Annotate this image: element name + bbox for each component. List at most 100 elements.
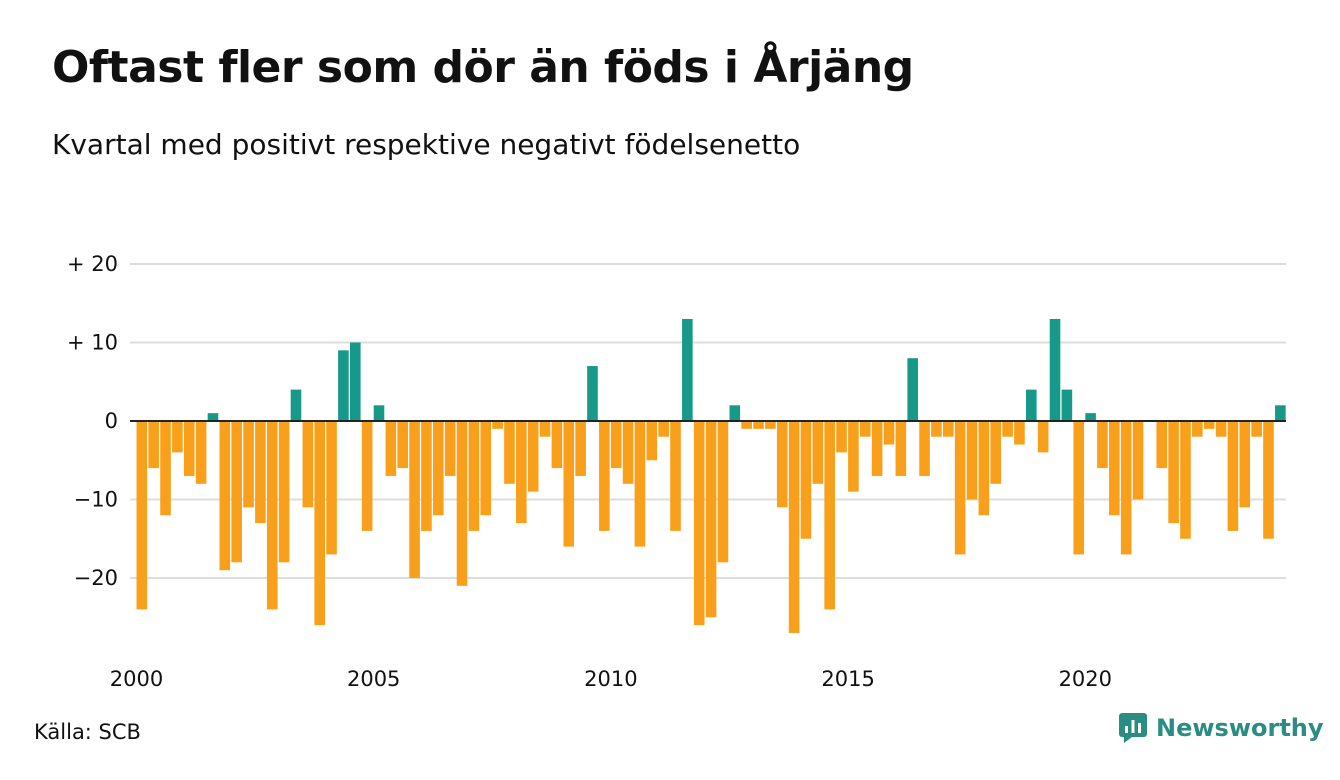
- bar: [385, 421, 397, 476]
- bar: [456, 421, 468, 586]
- bar: [812, 421, 824, 484]
- bar: [599, 421, 610, 531]
- bar: [1085, 413, 1096, 421]
- x-tick-label: 2020: [1059, 667, 1112, 691]
- bar: [1203, 421, 1215, 429]
- bar: [1026, 389, 1037, 421]
- bar: [207, 413, 219, 421]
- bar: [551, 421, 563, 469]
- bar: [219, 421, 231, 571]
- bar: [1073, 421, 1085, 555]
- bar: [231, 421, 242, 563]
- bar: [966, 421, 978, 500]
- bar: [575, 421, 586, 476]
- bar: [160, 421, 171, 516]
- bar: [919, 421, 930, 476]
- y-tick-label: + 20: [67, 252, 118, 276]
- x-tick-label: 2015: [821, 667, 874, 691]
- bar: [1109, 421, 1120, 516]
- bar: [800, 421, 812, 539]
- bar: [658, 421, 669, 437]
- bar: [338, 350, 349, 421]
- bar: [148, 421, 159, 469]
- bar: [1251, 421, 1262, 437]
- bar: [539, 421, 551, 437]
- bar: [314, 421, 325, 626]
- bar: [978, 421, 990, 516]
- bar: [634, 421, 646, 547]
- bar: [468, 421, 480, 531]
- bar: [1014, 421, 1025, 445]
- y-tick-label: −10: [74, 488, 118, 512]
- bar: [859, 421, 871, 437]
- newsworthy-logo-icon: [1119, 713, 1147, 743]
- bar: [255, 421, 266, 524]
- bar: [527, 421, 539, 492]
- bar: [907, 358, 918, 421]
- bar: [717, 421, 729, 563]
- y-tick-label: + 10: [67, 331, 118, 355]
- bar: [421, 421, 432, 531]
- chart-title: Oftast fler som dör än föds i Årjäng: [52, 42, 914, 93]
- bar: [409, 421, 420, 578]
- bar: [931, 421, 942, 437]
- bar: [1215, 421, 1227, 437]
- bar: [824, 421, 835, 610]
- bar: [765, 421, 776, 429]
- y-tick-label: −20: [74, 566, 118, 590]
- source-label: Källa: SCB: [34, 720, 141, 744]
- bar: [1192, 421, 1203, 437]
- bar: [243, 421, 254, 508]
- x-axis-labels: 2000 2005 2010 2015 2020: [110, 667, 1112, 691]
- chart-subtitle: Kvartal med positivt respektive negativt…: [52, 128, 801, 161]
- bar: [397, 421, 409, 469]
- x-tick-label: 2005: [347, 667, 400, 691]
- bars: [136, 318, 1286, 633]
- bar: [1239, 421, 1251, 508]
- bar: [1132, 421, 1144, 500]
- x-tick-label: 2000: [110, 667, 163, 691]
- bar: [183, 421, 195, 476]
- bar: [136, 421, 148, 610]
- bar: [776, 421, 788, 508]
- bar: [563, 421, 575, 547]
- bar: [729, 405, 741, 421]
- brand-logo: Newsworthy: [1118, 712, 1324, 744]
- bar: [682, 318, 693, 421]
- bar: [195, 421, 207, 484]
- bar: [516, 421, 527, 524]
- bar: [349, 342, 361, 421]
- bar: [1120, 421, 1132, 555]
- bar: [444, 421, 456, 476]
- bar: [942, 421, 954, 437]
- bar: [610, 421, 622, 469]
- bar: [1227, 421, 1239, 531]
- y-axis-labels: + 20 + 10 0 −10 −20: [67, 252, 118, 590]
- bar: [990, 421, 1002, 484]
- bar: [373, 405, 385, 421]
- bar: [1037, 421, 1049, 453]
- bar: [788, 421, 800, 633]
- bar: [1168, 421, 1179, 524]
- bar: [670, 421, 681, 531]
- bar: [326, 421, 337, 555]
- bar: [1061, 389, 1073, 421]
- bar: [1275, 405, 1286, 421]
- bar: [883, 421, 895, 445]
- bar: [741, 421, 752, 429]
- bar: [302, 421, 314, 508]
- bar: [1180, 421, 1191, 539]
- bar: [1002, 421, 1013, 437]
- bar: [753, 421, 764, 429]
- bar: [1156, 421, 1168, 469]
- bar: [480, 421, 492, 516]
- bar: [290, 389, 302, 421]
- bar: [622, 421, 634, 484]
- bar: [848, 421, 859, 492]
- bar: [278, 421, 290, 563]
- bar: [1097, 421, 1108, 469]
- brand-name: Newsworthy: [1156, 714, 1324, 742]
- bar: [871, 421, 883, 476]
- bar: [693, 421, 705, 626]
